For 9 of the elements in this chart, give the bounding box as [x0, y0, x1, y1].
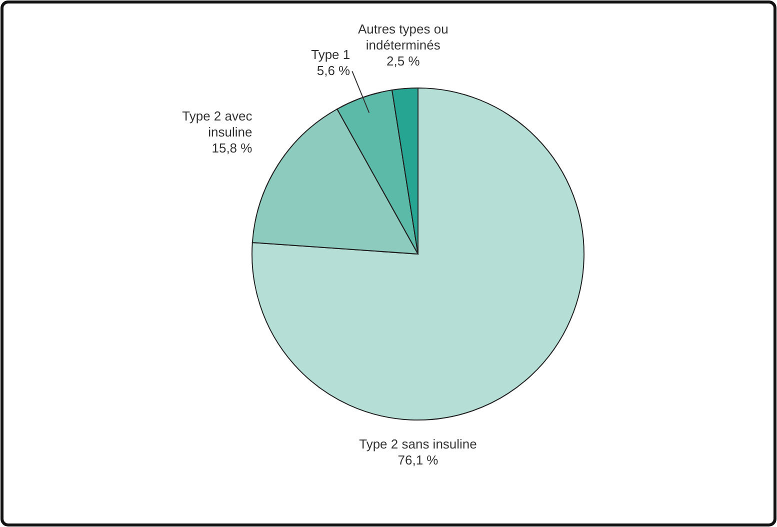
slice-label: Type 2 sans insuline — [359, 436, 477, 452]
data-label: 76,1 % — [398, 452, 439, 468]
pie-slice — [252, 88, 584, 420]
data-label: 5,6 % — [316, 63, 351, 78]
data-label: 15,8 % — [212, 140, 253, 156]
slice-label: Autres types ou indéterminés — [358, 21, 448, 52]
data-label: 2,5 % — [386, 53, 420, 68]
slice-label: Type 1 — [311, 47, 350, 62]
slice-label: Type 2 avec insuline — [182, 108, 253, 140]
